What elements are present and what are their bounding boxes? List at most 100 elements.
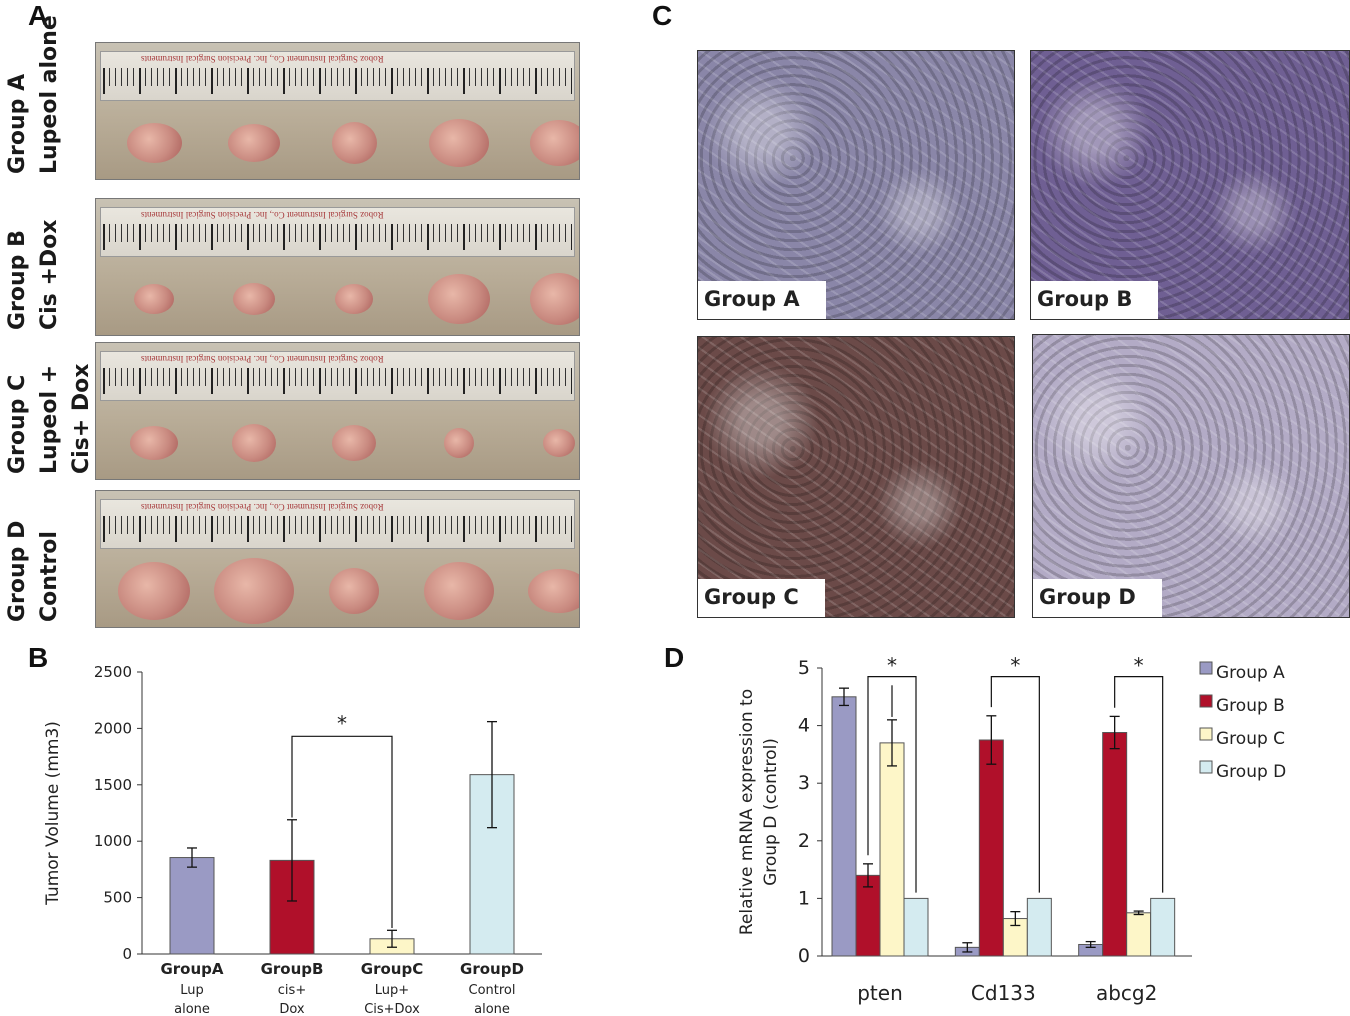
bar (1150, 897, 1176, 957)
bar (1126, 912, 1152, 957)
tumor-photo: Roboz Surgical Instrument Co., Inc. Prec… (95, 342, 580, 480)
significance-marker: * (1134, 654, 1144, 678)
tumor-photo: Roboz Surgical Instrument Co., Inc. Prec… (95, 490, 580, 628)
bar (978, 739, 1004, 957)
y-axis-label: Group D (control) (761, 738, 781, 886)
legend-label: Group C (1216, 729, 1285, 749)
ruler-text: Roboz Surgical Instrument Co., Inc. Prec… (141, 502, 384, 512)
tumor-sample (528, 569, 579, 613)
bar (855, 874, 881, 957)
tumor-sample (329, 568, 379, 614)
x-category-sublabel: Cis+Dox (364, 1002, 420, 1016)
panel-label-a: A (28, 0, 49, 31)
row-label-group-a: Group A Lupeol alone (2, 15, 66, 174)
panel-label-c: C (652, 0, 673, 31)
x-category-label: Cd133 (971, 981, 1036, 1005)
legend-swatch (1199, 661, 1213, 675)
ruler-major-ticks (103, 368, 572, 394)
legend-label: Group A (1216, 663, 1285, 683)
row-label-group-b: Group B Cis +Dox (2, 220, 66, 330)
bar (169, 857, 215, 955)
ruler: Roboz Surgical Instrument Co., Inc. Prec… (100, 51, 575, 101)
x-category-label: GroupB (261, 960, 324, 978)
ihc-image-group-d: Group D (1032, 334, 1350, 618)
x-category-sublabel: alone (174, 1002, 210, 1016)
tumor-sample (429, 119, 489, 167)
ihc-image-group-c: Group C (697, 336, 1015, 618)
ihc-image-group-b: Group B (1030, 50, 1350, 320)
legend-label: Group B (1216, 696, 1285, 716)
x-category-sublabel: cis+ (278, 983, 306, 998)
row-label-group-c: Group C Lupeol + Cis+ Dox (2, 364, 98, 474)
ihc-image-label: Group A (698, 281, 826, 319)
tumor-sample (214, 558, 294, 624)
tumor-sample (335, 284, 373, 314)
ruler-major-ticks (103, 224, 572, 250)
ruler-text: Roboz Surgical Instrument Co., Inc. Prec… (141, 354, 384, 364)
tumor-sample (543, 429, 575, 457)
x-category-sublabel: Dox (279, 1002, 305, 1016)
row-treatment-line: Control (37, 531, 62, 622)
ruler: Roboz Surgical Instrument Co., Inc. Prec… (100, 207, 575, 257)
x-category-label: pten (857, 981, 903, 1005)
y-tick-label: 1000 (94, 832, 132, 850)
y-tick-label: 500 (103, 889, 132, 907)
row-treatment-line: Cis+ Dox (69, 363, 94, 474)
y-tick-label: 2 (798, 830, 810, 852)
legend-swatch (1199, 694, 1213, 708)
bar (879, 742, 905, 957)
x-category-sublabel: Lup (180, 983, 204, 998)
x-category-label: GroupA (160, 960, 223, 978)
tumor-photo: Roboz Surgical Instrument Co., Inc. Prec… (95, 198, 580, 336)
tumor-sample (134, 284, 174, 314)
tumor-sample (126, 123, 182, 163)
y-tick-label: 0 (798, 945, 810, 967)
x-category-sublabel: Control (469, 983, 516, 998)
legend-swatch (1199, 727, 1213, 741)
x-category-label: GroupC (361, 960, 423, 978)
ruler: Roboz Surgical Instrument Co., Inc. Prec… (100, 499, 575, 549)
bar (903, 897, 929, 957)
y-tick-label: 2000 (94, 719, 132, 737)
row-label-group-d: Group D Control (2, 521, 66, 622)
panel-label-b: B (28, 642, 49, 673)
ihc-image-label: Group B (1031, 281, 1159, 319)
row-treatment-line: Lupeol + (37, 364, 62, 474)
tumor-photo: Roboz Surgical Instrument Co., Inc. Prec… (95, 42, 580, 180)
tumor-sample (332, 425, 376, 461)
significance-bracket (990, 676, 1040, 893)
row-treatment-line: Cis +Dox (37, 219, 62, 330)
tumor-sample (232, 424, 276, 462)
tumor-sample (331, 122, 377, 164)
tumor-sample (424, 562, 494, 620)
x-category-sublabel: alone (474, 1002, 510, 1016)
significance-marker: * (887, 654, 897, 678)
bar (1026, 897, 1052, 957)
y-tick-label: 3 (798, 772, 810, 794)
x-category-label: abcg2 (1096, 981, 1157, 1005)
row-group-name: Group A (5, 73, 30, 174)
tumor-sample (233, 283, 275, 315)
ruler-text: Roboz Surgical Instrument Co., Inc. Prec… (141, 210, 384, 220)
y-tick-label: 1 (798, 887, 810, 909)
row-treatment-line: Lupeol alone (37, 15, 62, 174)
ihc-image-label: Group D (1033, 579, 1162, 617)
tumor-sample (118, 562, 190, 620)
significance-bracket (1114, 676, 1164, 893)
tumor-volume-chart: 0 500 1000 1500 2000 2500 Tumor Volume (mm3) Gr… (43, 663, 542, 1016)
tumor-sample (130, 426, 178, 460)
y-tick-label: 0 (122, 945, 132, 963)
significance-marker: * (337, 711, 347, 735)
row-group-name: Group D (5, 520, 30, 622)
significance-marker: * (1010, 654, 1020, 678)
legend-swatch (1199, 760, 1213, 774)
tumor-sample (228, 124, 280, 162)
panel-label-d: D (664, 642, 685, 673)
y-tick-label: 1500 (94, 776, 132, 794)
x-category-label: GroupD (460, 960, 524, 978)
ruler-text: Roboz Surgical Instrument Co., Inc. Prec… (141, 54, 384, 64)
ruler-major-ticks (103, 516, 572, 542)
ruler-major-ticks (103, 68, 572, 94)
legend-label: Group D (1216, 762, 1286, 782)
